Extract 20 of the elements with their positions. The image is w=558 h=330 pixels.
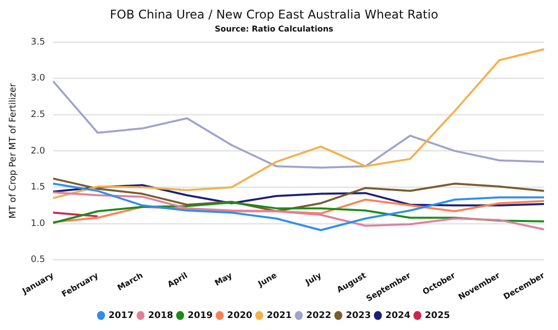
legend-label: 2020 bbox=[227, 310, 252, 321]
y-axis-title: MT of Crop Per MT of Fertilizer bbox=[8, 82, 19, 219]
y-tick-label: 1.0 bbox=[30, 218, 46, 229]
legend-label: 2022 bbox=[306, 310, 332, 321]
legend-label: 2023 bbox=[346, 310, 371, 321]
legend-label: 2018 bbox=[148, 310, 174, 321]
x-tick-label: May bbox=[213, 270, 234, 288]
y-tick-label: 3.5 bbox=[30, 37, 46, 48]
y-tick-label: 2.0 bbox=[30, 146, 46, 156]
legend-label: 2019 bbox=[188, 310, 213, 321]
y-tick-label: 1.5 bbox=[30, 182, 46, 193]
chart-title: FOB China Urea / New Crop East Australia Wheat Ratio bbox=[110, 7, 438, 22]
y-tick-label: 0.5 bbox=[30, 255, 46, 266]
legend-label: 2024 bbox=[385, 310, 410, 321]
legend-label: 2021 bbox=[266, 310, 292, 321]
chart-subtitle: Source: Ratio Calculations bbox=[214, 24, 334, 34]
legend-label: 2025 bbox=[424, 310, 450, 321]
y-tick-label: 2.5 bbox=[30, 110, 46, 120]
y-tick-label: 3.0 bbox=[30, 74, 46, 84]
legend-label: 2017 bbox=[108, 310, 134, 321]
